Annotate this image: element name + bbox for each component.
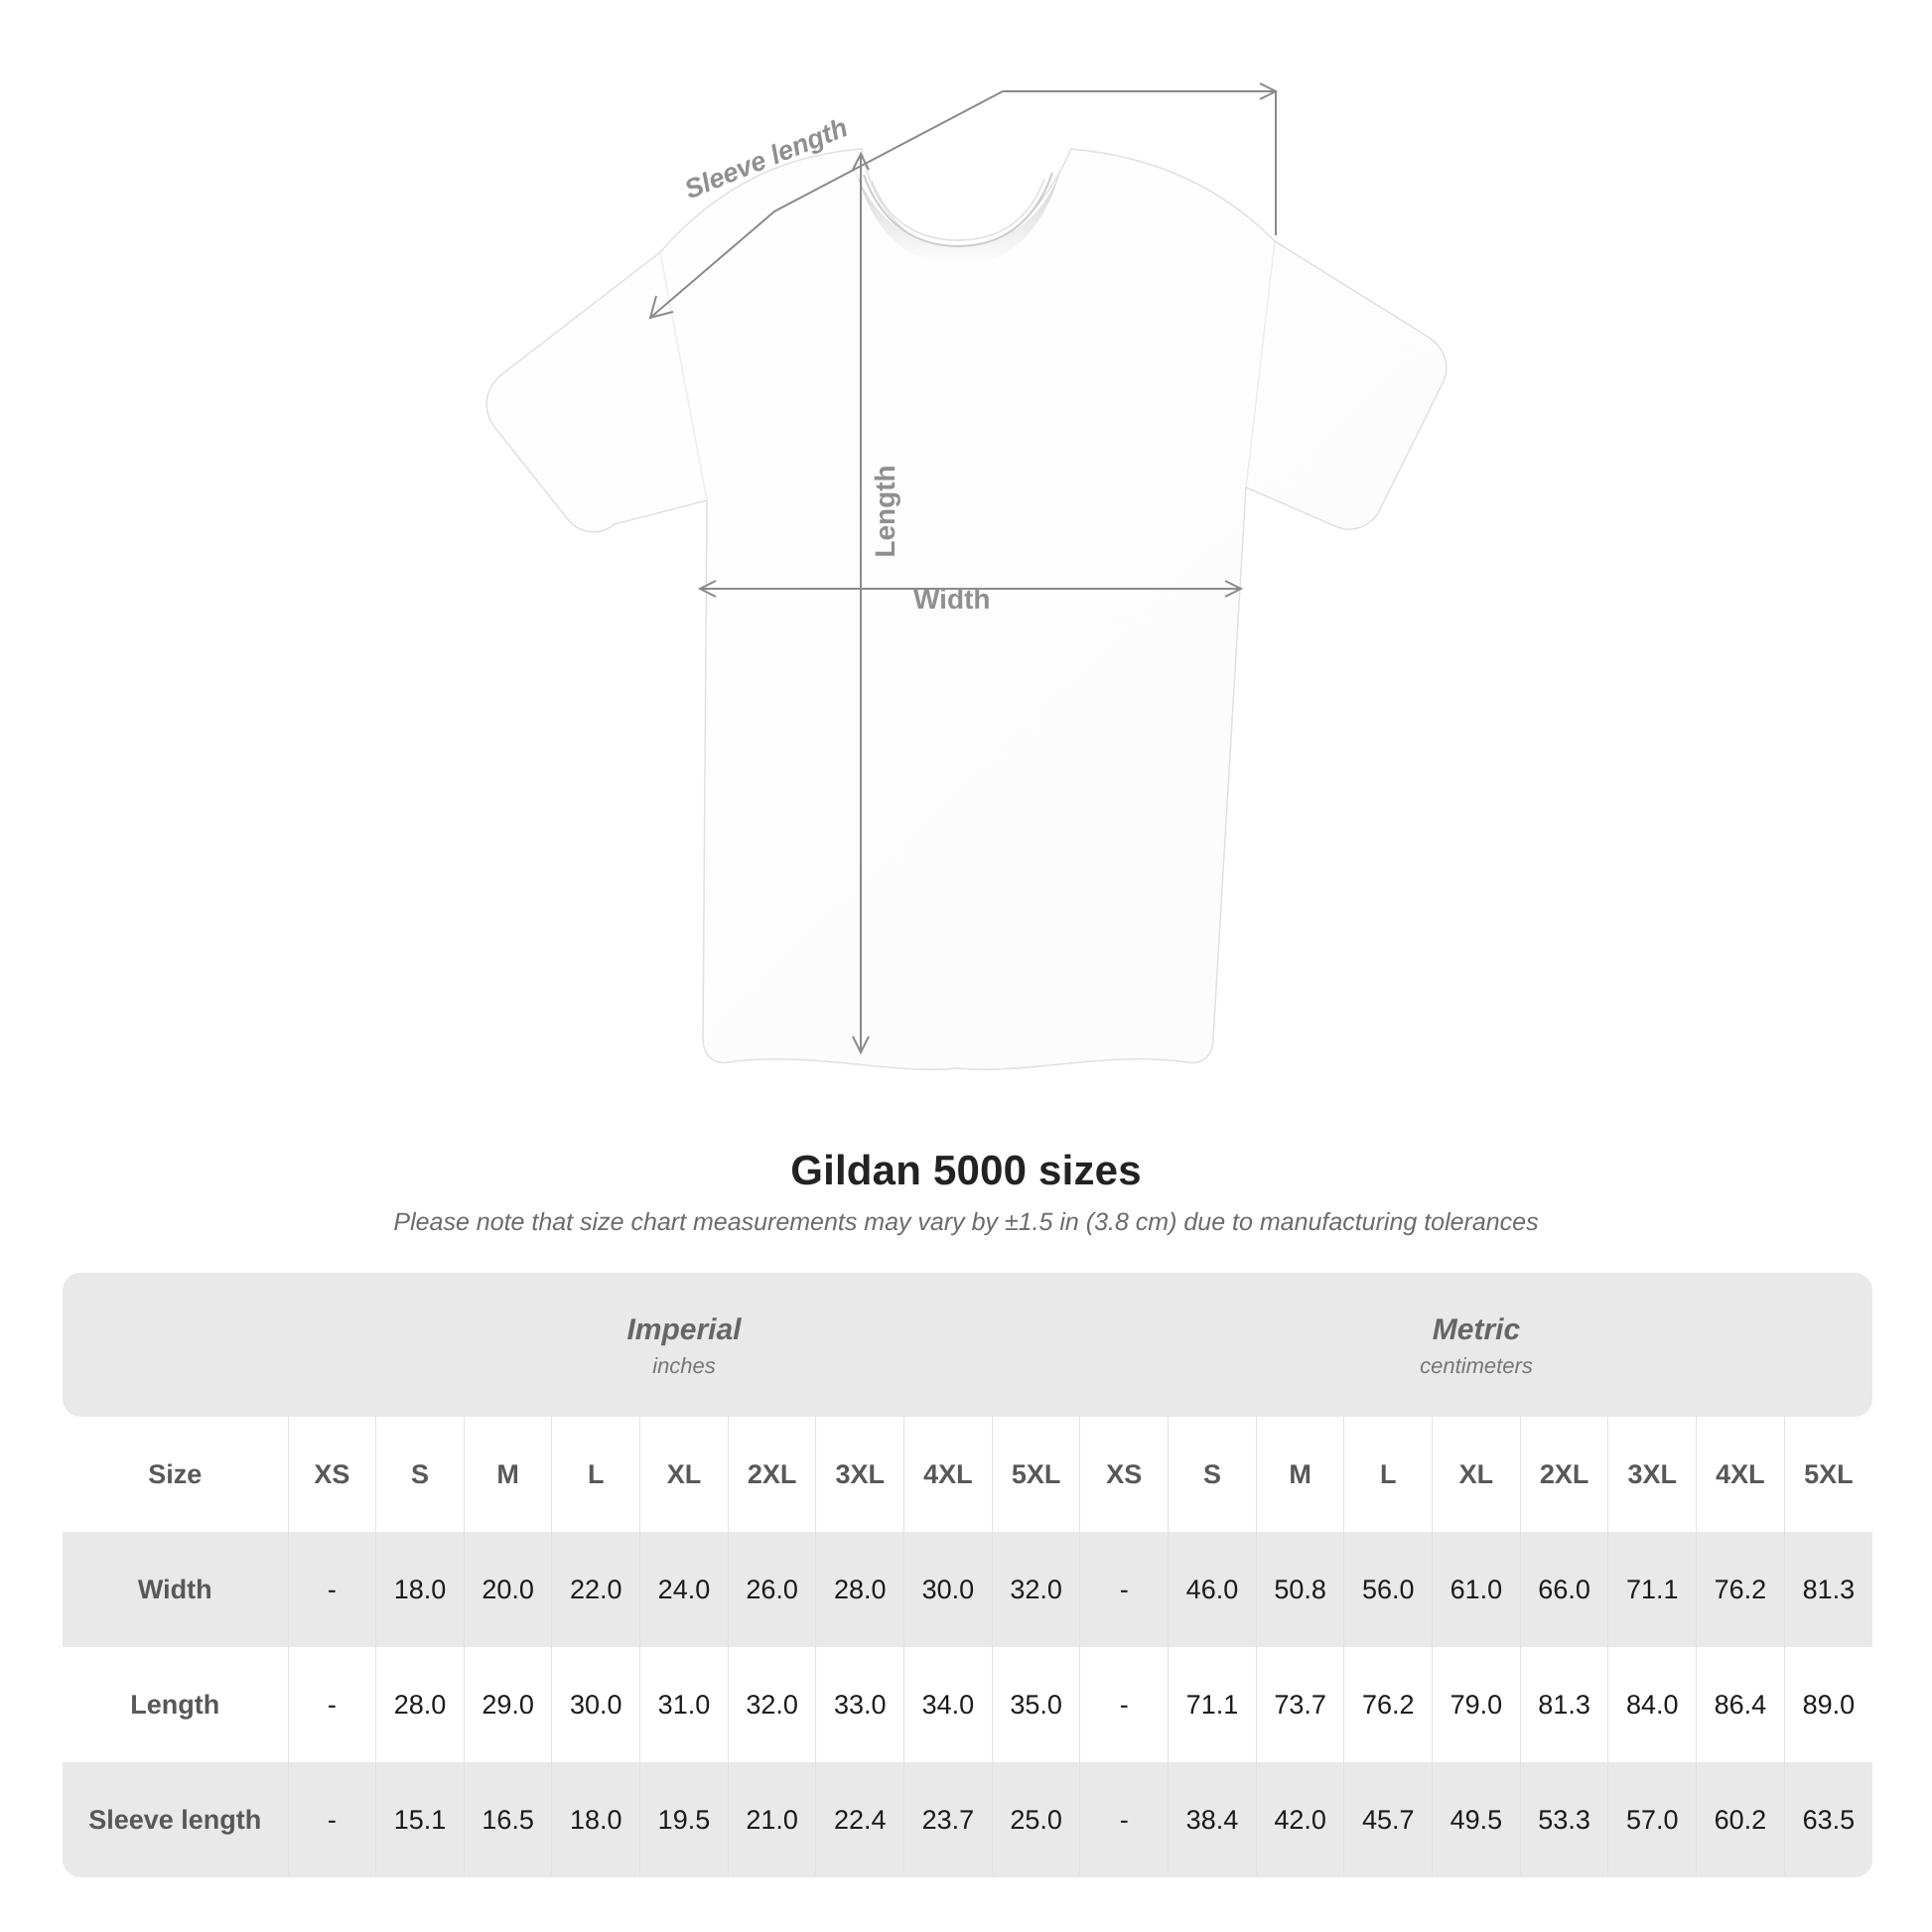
svg-text:Width: Width: [913, 584, 991, 615]
svg-text:Length: Length: [870, 465, 900, 557]
